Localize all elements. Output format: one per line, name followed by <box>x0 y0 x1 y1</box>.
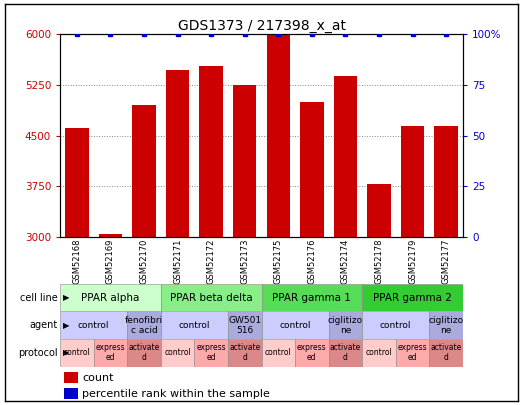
Bar <box>362 311 429 339</box>
Text: express
ed: express ed <box>96 343 126 362</box>
Text: cell line: cell line <box>20 293 58 303</box>
Text: control: control <box>265 348 292 357</box>
Text: PPAR beta delta: PPAR beta delta <box>170 293 253 303</box>
Text: activate
d: activate d <box>129 343 160 362</box>
Text: control: control <box>64 348 90 357</box>
Text: control: control <box>179 321 210 330</box>
Bar <box>64 388 78 399</box>
Bar <box>267 34 290 237</box>
Text: ciglitizo
ne: ciglitizo ne <box>428 316 463 335</box>
Bar <box>228 339 262 367</box>
Bar <box>362 284 463 311</box>
Bar <box>195 339 228 367</box>
Bar <box>99 234 122 237</box>
Bar <box>262 311 328 339</box>
Bar <box>328 339 362 367</box>
Text: agent: agent <box>29 320 58 330</box>
Text: PPAR gamma 2: PPAR gamma 2 <box>373 293 452 303</box>
Text: control: control <box>78 321 109 330</box>
Bar <box>295 339 328 367</box>
Text: ▶: ▶ <box>63 321 69 330</box>
Bar <box>127 339 161 367</box>
Bar <box>161 284 262 311</box>
Text: ▶: ▶ <box>63 348 69 357</box>
Bar <box>132 105 156 237</box>
Text: count: count <box>82 373 114 383</box>
Text: control: control <box>366 348 392 357</box>
Bar <box>161 311 228 339</box>
Bar <box>300 102 324 237</box>
Text: protocol: protocol <box>18 348 58 358</box>
Bar <box>166 70 189 237</box>
Bar <box>65 128 89 237</box>
Text: activate
d: activate d <box>229 343 260 362</box>
Text: ▶: ▶ <box>63 293 69 302</box>
Text: ciglitizo
ne: ciglitizo ne <box>328 316 363 335</box>
Text: express
ed: express ed <box>297 343 327 362</box>
Text: control: control <box>279 321 311 330</box>
Text: express
ed: express ed <box>196 343 226 362</box>
Text: express
ed: express ed <box>397 343 427 362</box>
Text: PPAR gamma 1: PPAR gamma 1 <box>272 293 351 303</box>
Bar <box>429 311 463 339</box>
Text: control: control <box>164 348 191 357</box>
Bar <box>328 311 362 339</box>
Bar <box>262 284 362 311</box>
Text: PPAR alpha: PPAR alpha <box>81 293 140 303</box>
Bar <box>334 76 357 237</box>
Text: activate
d: activate d <box>330 343 361 362</box>
Bar <box>429 339 463 367</box>
Bar <box>60 284 161 311</box>
Bar <box>262 339 295 367</box>
Text: percentile rank within the sample: percentile rank within the sample <box>82 389 270 399</box>
Bar <box>396 339 429 367</box>
Bar <box>161 339 195 367</box>
Bar <box>60 311 127 339</box>
Bar <box>233 85 256 237</box>
Bar <box>228 311 262 339</box>
Bar <box>199 66 223 237</box>
Bar <box>401 126 424 237</box>
Bar <box>60 339 94 367</box>
Bar <box>367 184 391 237</box>
Bar <box>362 339 396 367</box>
Text: control: control <box>380 321 412 330</box>
Bar <box>127 311 161 339</box>
Text: activate
d: activate d <box>430 343 462 362</box>
Bar <box>94 339 127 367</box>
Title: GDS1373 / 217398_x_at: GDS1373 / 217398_x_at <box>177 19 346 33</box>
Bar <box>434 126 458 237</box>
Bar <box>64 372 78 383</box>
Text: GW501
516: GW501 516 <box>228 316 262 335</box>
Text: fenofibri
c acid: fenofibri c acid <box>125 316 163 335</box>
